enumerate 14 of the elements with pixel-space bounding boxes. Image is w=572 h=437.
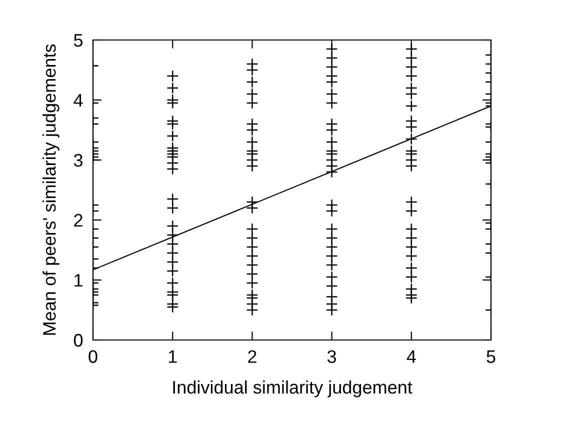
y-tick-label: 4 — [74, 94, 83, 107]
y-tick-label: 3 — [74, 154, 82, 167]
x-tick-label: 1 — [168, 350, 177, 363]
x-tick-label: 3 — [327, 350, 336, 363]
y-tick-label: 1 — [74, 274, 82, 287]
y-tick-label: 0 — [74, 334, 83, 347]
x-tick-label: 5 — [486, 350, 496, 363]
x-tick-label: 4 — [406, 350, 416, 363]
y-axis-title: Mean of peers' similarity judgements — [42, 44, 60, 335]
x-axis-title: Individual similarity judgement — [173, 380, 412, 398]
x-tick-label: 2 — [248, 350, 256, 363]
y-tick-label: 5 — [74, 34, 83, 47]
y-tick-label: 2 — [74, 214, 82, 227]
x-tick-label: 0 — [88, 350, 98, 363]
